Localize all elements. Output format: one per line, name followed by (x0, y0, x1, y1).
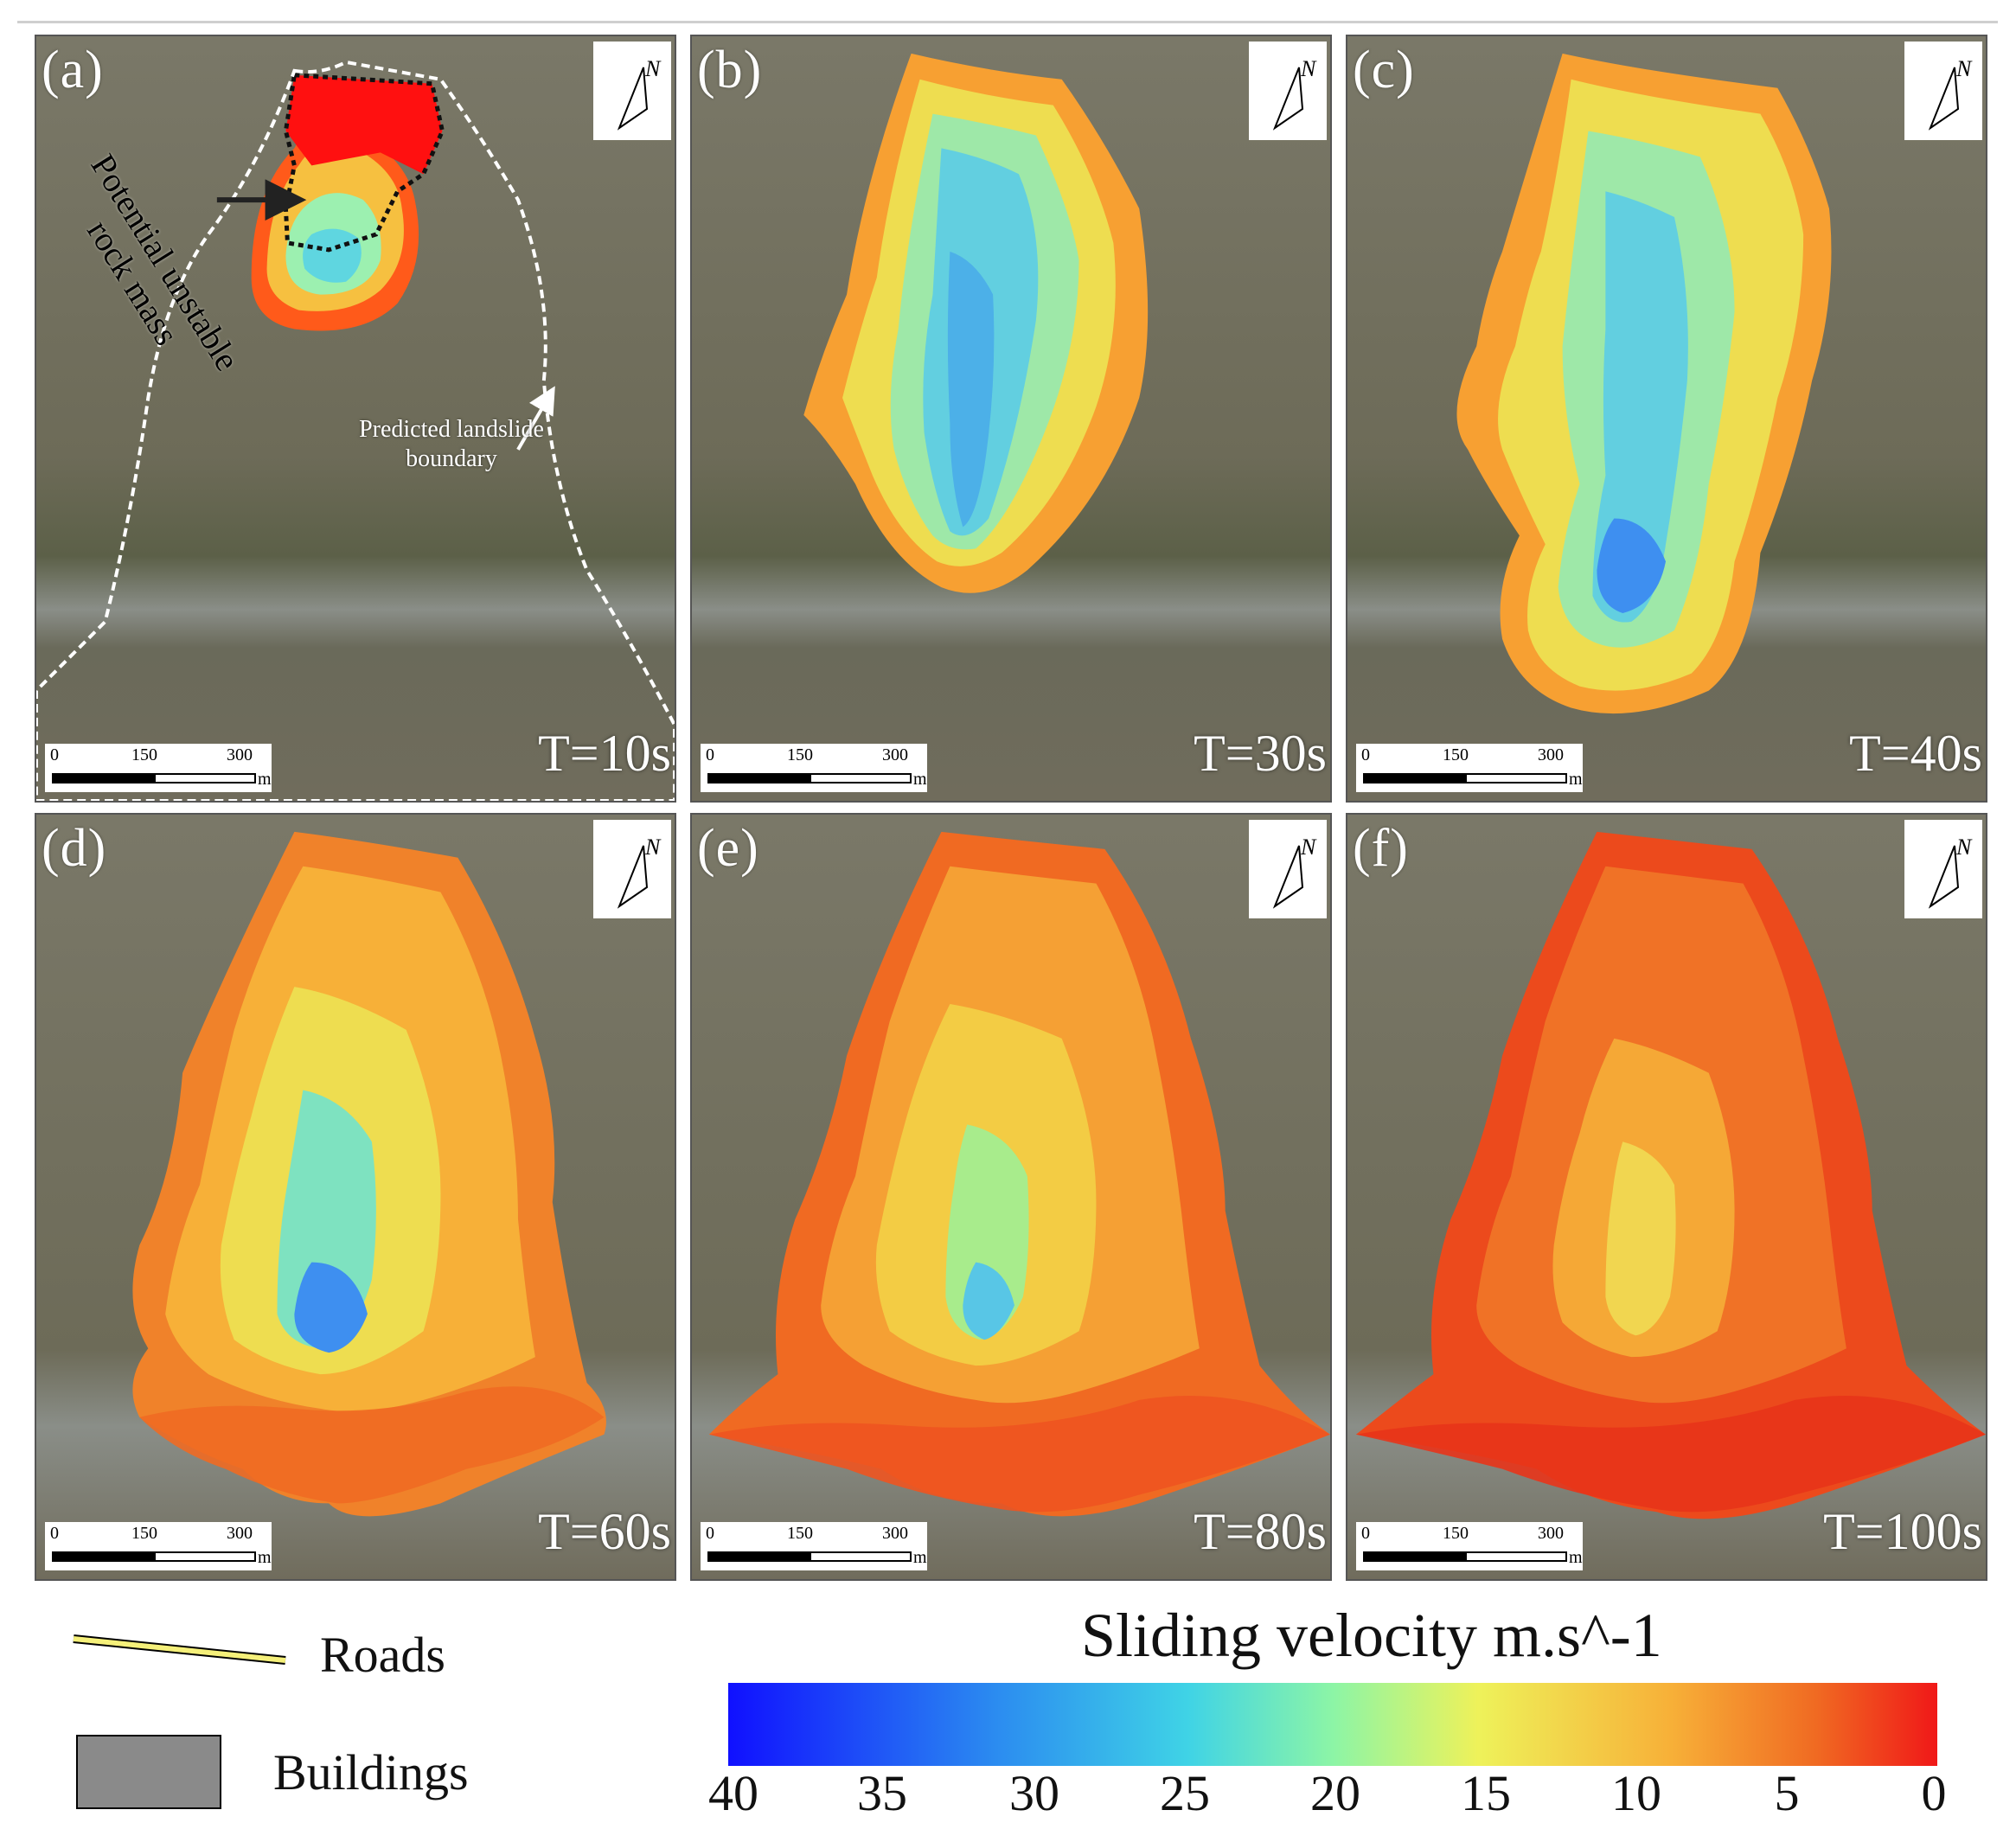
north-arrow-icon: N (1904, 820, 1982, 918)
colorbar-tick: 30 (1009, 1765, 1059, 1821)
time-label: T=40s (1849, 725, 1982, 782)
landslide-flow (708, 831, 1330, 1517)
road-legend-icon (73, 1634, 286, 1665)
boundary-label-1: Predicted landslide (359, 416, 544, 443)
time-label: T=30s (1194, 725, 1327, 782)
north-label: N (644, 56, 662, 81)
panel-label: (c) (1353, 41, 1415, 99)
north-arrow-icon: N (1904, 42, 1982, 140)
panel-a: (a) N Potential unstable rock mass Predi… (35, 35, 676, 803)
panel-label: (f) (1353, 819, 1409, 878)
panel-d: (d) N T=60s 0 150 300 m (35, 813, 676, 1581)
scale-bar: 0 150 300 m (701, 1522, 927, 1570)
panel-label: (a) (42, 41, 104, 99)
landslide-flow (803, 53, 1149, 593)
time-label: T=60s (538, 1503, 671, 1560)
colorbar-tick: 35 (857, 1765, 907, 1821)
time-label: T=80s (1194, 1503, 1327, 1560)
scale-bar: 0 150 300 m (701, 744, 927, 792)
north-arrow-icon: N (593, 42, 671, 140)
colorbar-tick: 10 (1611, 1765, 1661, 1821)
scale-bar: 0 150 300 m (45, 1522, 272, 1570)
panel-f: (f) N T=100s 0 150 300 m (1346, 813, 1987, 1581)
landslide-flow (36, 60, 675, 801)
panel-label: (d) (42, 819, 107, 878)
colorbar (728, 1683, 1937, 1766)
landslide-flow (1456, 53, 1832, 714)
legend-buildings-label: Buildings (273, 1744, 469, 1800)
north-arrow-icon: N (593, 820, 671, 918)
scale-bar: 0 150 300 m (45, 744, 272, 792)
time-label: T=10s (538, 725, 671, 782)
north-label: N (644, 835, 662, 860)
landslide-flow (132, 831, 606, 1517)
time-label: T=100s (1823, 1503, 1982, 1560)
panel-c: (c) N T=40s 0 150 300 m (1346, 35, 1987, 803)
colorbar-tick: 0 (1921, 1765, 1947, 1821)
panel-label: (e) (697, 819, 759, 878)
panel-label: (b) (697, 41, 763, 99)
colorbar-tick: 25 (1160, 1765, 1210, 1821)
north-arrow-icon: N (1249, 42, 1327, 140)
top-rule (17, 21, 1998, 23)
north-label: N (1300, 56, 1317, 81)
north-label: N (1955, 835, 1973, 860)
building-legend-icon (76, 1735, 221, 1809)
panel-e: (e) N T=80s 0 150 300 m (690, 813, 1332, 1581)
north-label: N (1955, 56, 1973, 81)
panel-b: (b) N T=30s 0 150 300 m (690, 35, 1332, 803)
unstable-rock-mass (285, 74, 443, 175)
colorbar-tick: 40 (708, 1765, 758, 1821)
scale-bar: 0 150 300 m (1356, 744, 1583, 792)
scale-bar: 0 150 300 m (1356, 1522, 1583, 1570)
colorbar-tick: 20 (1310, 1765, 1360, 1821)
north-arrow-icon: N (1249, 820, 1327, 918)
landslide-flow (1355, 831, 1986, 1519)
colorbar-tick: 15 (1461, 1765, 1511, 1821)
legend-roads-label: Roads (320, 1627, 445, 1683)
predicted-landslide-boundary (36, 60, 675, 801)
colorbar-tick: 5 (1774, 1765, 1800, 1821)
colorbar-title: Sliding velocity m.s^-1 (1081, 1601, 1662, 1670)
north-label: N (1300, 835, 1317, 860)
boundary-label-2: boundary (406, 445, 497, 472)
